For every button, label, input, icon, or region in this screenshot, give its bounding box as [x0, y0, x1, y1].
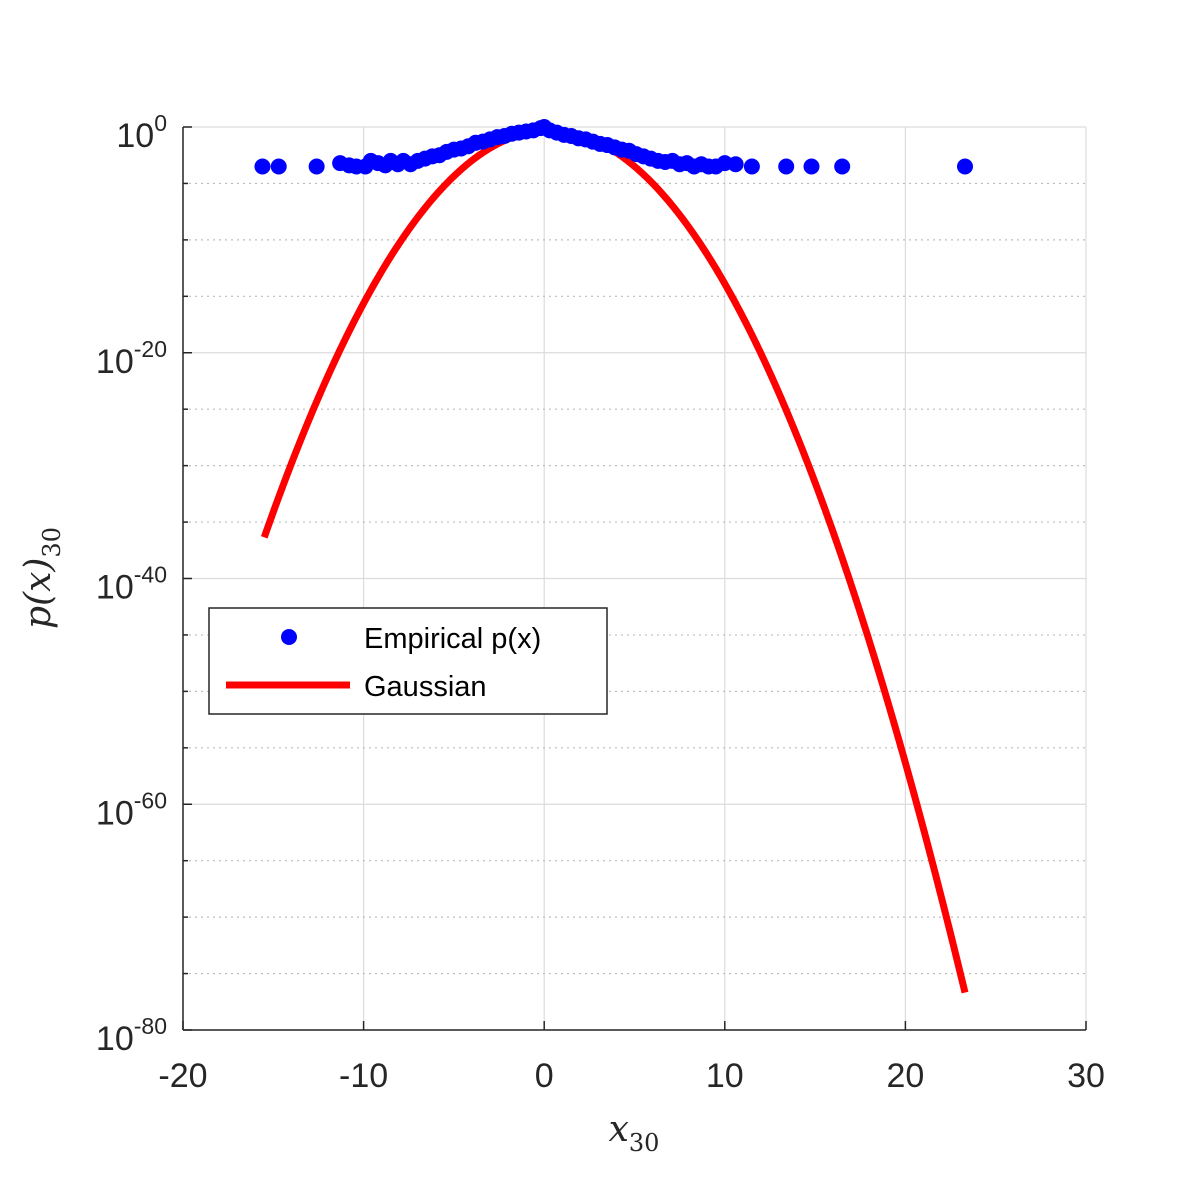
x-tick-label: 10	[706, 1057, 744, 1095]
x-axis-title: x30	[609, 1109, 660, 1157]
plot-area: -20 -10 0 10 20 30 100 10-20 10-40 10-60 10-80	[96, 110, 1105, 1095]
empirical-point	[254, 158, 271, 175]
empirical-point	[743, 158, 760, 175]
y-tick-label: 10-20	[96, 336, 167, 381]
axes-frame	[182, 126, 1087, 1031]
y-axis-title-sub: 30	[38, 527, 66, 558]
y-tick-label: 10-40	[96, 562, 167, 607]
x-tick-label: 30	[1067, 1057, 1105, 1095]
empirical-point	[957, 158, 973, 175]
legend-label-empirical: Empirical p(x)	[364, 623, 541, 655]
y-tick-label: 10-80	[96, 1013, 167, 1058]
y-axis-title: p(x)30	[18, 527, 66, 629]
empirical-point	[834, 158, 851, 175]
empirical-point	[308, 158, 325, 175]
legend-marker-empirical	[281, 629, 297, 645]
y-axis-title-main: p(x)	[18, 558, 59, 629]
empirical-point	[803, 158, 820, 175]
y-tick-labels: 100 10-20 10-40 10-60 10-80	[96, 110, 167, 1058]
empirical-point	[778, 158, 795, 175]
empirical-point	[270, 158, 287, 175]
legend-box	[208, 607, 608, 715]
x-axis-title-sub: 30	[629, 1129, 660, 1157]
x-tick-label: 0	[535, 1057, 554, 1095]
x-tick-labels: -20 -10 0 10 20 30	[158, 1057, 1104, 1095]
legend: Empirical p(x) Gaussian	[208, 607, 608, 715]
x-tick-label: -10	[339, 1057, 388, 1095]
x-tick-label: -20	[158, 1057, 207, 1095]
empirical-point	[727, 156, 744, 173]
y-tick-label: 10-60	[96, 787, 167, 832]
y-tick-label: 100	[116, 110, 167, 155]
series-layer	[254, 119, 973, 994]
x-axis-title-main: x	[609, 1109, 629, 1150]
legend-label-gaussian: Gaussian	[364, 671, 487, 703]
x-tick-label: 20	[886, 1057, 924, 1095]
